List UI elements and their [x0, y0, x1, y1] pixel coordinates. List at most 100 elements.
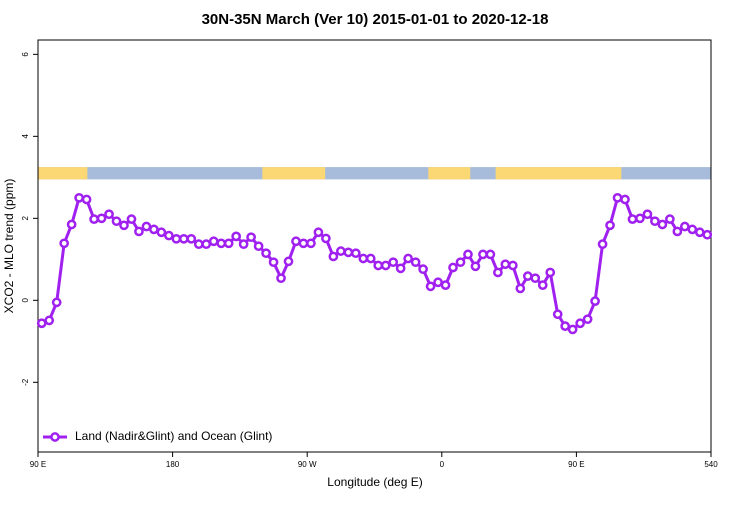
data-point: [89, 214, 99, 224]
data-point: [395, 263, 406, 274]
data-point: [507, 260, 518, 271]
y-axis-label: XCO2 - MLO trend (ppm): [2, 179, 16, 314]
data-point: [268, 257, 279, 268]
data-point: [575, 318, 585, 329]
x-tick-label: 0: [440, 460, 445, 469]
data-point: [455, 257, 466, 268]
data-point: [74, 192, 84, 203]
data-point: [665, 214, 675, 224]
data-point: [253, 241, 264, 252]
data-point: [119, 220, 129, 231]
data-point: [223, 238, 234, 249]
chart-title: 30N-35N March (Ver 10) 2015-01-01 to 202…: [202, 11, 549, 28]
data-point: [440, 280, 451, 291]
plot-frame: [37, 39, 712, 453]
y-tick-label: 4: [21, 134, 30, 139]
data-point: [537, 280, 548, 291]
data-point: [59, 238, 70, 249]
data-point: [216, 238, 227, 249]
data-point: [560, 321, 571, 331]
data-point: [186, 233, 197, 244]
data-point: [605, 220, 615, 231]
data-point: [96, 213, 107, 224]
legend-marker: [50, 432, 60, 442]
data-point: [702, 229, 713, 240]
data-point: [687, 224, 698, 235]
data-point: [231, 231, 242, 242]
data-point: [380, 260, 391, 271]
data-point: [388, 257, 399, 268]
land-segment: [428, 167, 471, 180]
data-point: [208, 236, 219, 247]
data-point: [111, 216, 122, 227]
data-point: [433, 277, 443, 288]
data-point: [418, 264, 428, 275]
data-point: [463, 249, 473, 260]
data-point: [66, 219, 77, 230]
legend-label: Land (Nadir&Glint) and Ocean (Glint): [75, 429, 272, 443]
x-tick-label: 90 E: [568, 460, 584, 469]
data-point: [635, 213, 645, 224]
data-point: [246, 232, 256, 243]
data-point: [679, 221, 690, 232]
data-point: [201, 239, 212, 250]
data-point: [694, 227, 705, 238]
data-point: [134, 226, 144, 237]
y-tick-label: -2: [21, 378, 30, 386]
data-point: [149, 224, 159, 235]
data-point: [276, 273, 286, 284]
x-tick-label: 90 W: [298, 460, 317, 469]
data-point: [141, 221, 152, 232]
data-point: [627, 214, 638, 224]
data-point: [515, 283, 526, 294]
data-point: [657, 219, 668, 230]
data-point: [321, 233, 331, 244]
data-point: [298, 238, 309, 249]
x-tick-label: 540: [704, 460, 718, 469]
y-tick-label: 0: [21, 298, 30, 303]
data-point: [81, 194, 92, 205]
data-point: [313, 227, 324, 238]
data-point: [478, 249, 488, 260]
data-point: [522, 271, 533, 281]
data-point: [156, 227, 167, 238]
data-point: [171, 233, 182, 244]
data-point: [642, 209, 653, 220]
data-point: [672, 226, 683, 237]
data-point: [545, 267, 556, 278]
data-point: [410, 257, 421, 268]
data-point: [552, 309, 563, 320]
data-point: [403, 253, 413, 264]
data-point: [582, 314, 593, 325]
x-axis-label: Longitude (deg E): [327, 475, 422, 489]
data-point: [36, 318, 47, 329]
data-point: [164, 230, 174, 241]
data-point: [51, 297, 62, 308]
data-point: [126, 214, 137, 224]
data-point: [500, 259, 511, 270]
data-point: [485, 249, 496, 260]
data-point: [291, 236, 301, 247]
data-point: [261, 248, 271, 259]
x-tick-label: 90 E: [30, 460, 46, 469]
data-point: [530, 273, 541, 284]
data-point: [328, 251, 339, 262]
land-segment: [38, 167, 88, 180]
data-point: [612, 192, 623, 203]
data-point: [373, 260, 384, 271]
x-tick-label: 180: [166, 460, 180, 469]
land-segment: [495, 167, 622, 180]
y-tick-label: 6: [21, 52, 30, 57]
data-point: [650, 216, 660, 227]
data-point: [358, 253, 369, 264]
data-point: [283, 256, 294, 267]
data-point: [620, 194, 630, 205]
data-point: [448, 262, 458, 273]
y-tick-label: 2: [21, 216, 30, 221]
data-point: [590, 296, 600, 306]
data-point: [350, 248, 361, 259]
data-point: [178, 233, 189, 244]
data-point: [425, 281, 436, 292]
data-point: [238, 239, 249, 250]
